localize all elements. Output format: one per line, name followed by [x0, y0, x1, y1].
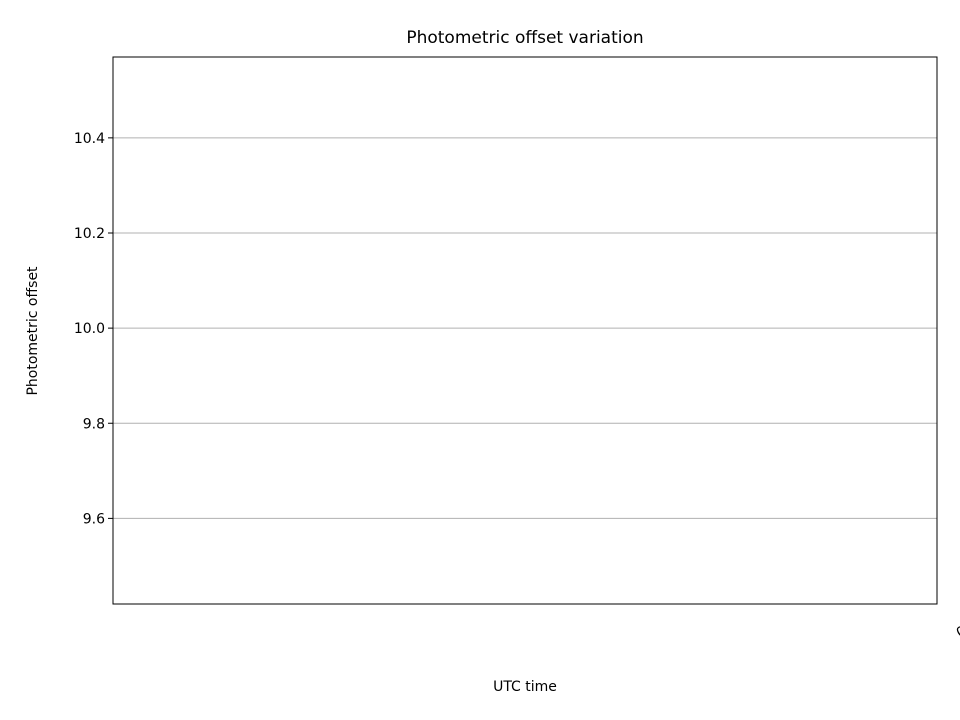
chart-title: Photometric offset variation	[406, 28, 643, 48]
y-tick-label: 9.8	[83, 416, 105, 432]
y-axis-ticks: 9.6 9.8 10.0 10.2 10.4	[74, 131, 113, 527]
y-tick-label: 10.2	[74, 226, 105, 242]
y-tick-label: 9.6	[83, 511, 105, 527]
x-axis-label: UTC time	[493, 679, 557, 695]
y-tick-label: 10.4	[74, 131, 105, 147]
grid-lines	[113, 137, 937, 519]
y-axis-label: Photometric offset	[25, 266, 41, 396]
plot-frame	[112, 56, 938, 605]
y-tick-label: 10.0	[74, 321, 105, 337]
